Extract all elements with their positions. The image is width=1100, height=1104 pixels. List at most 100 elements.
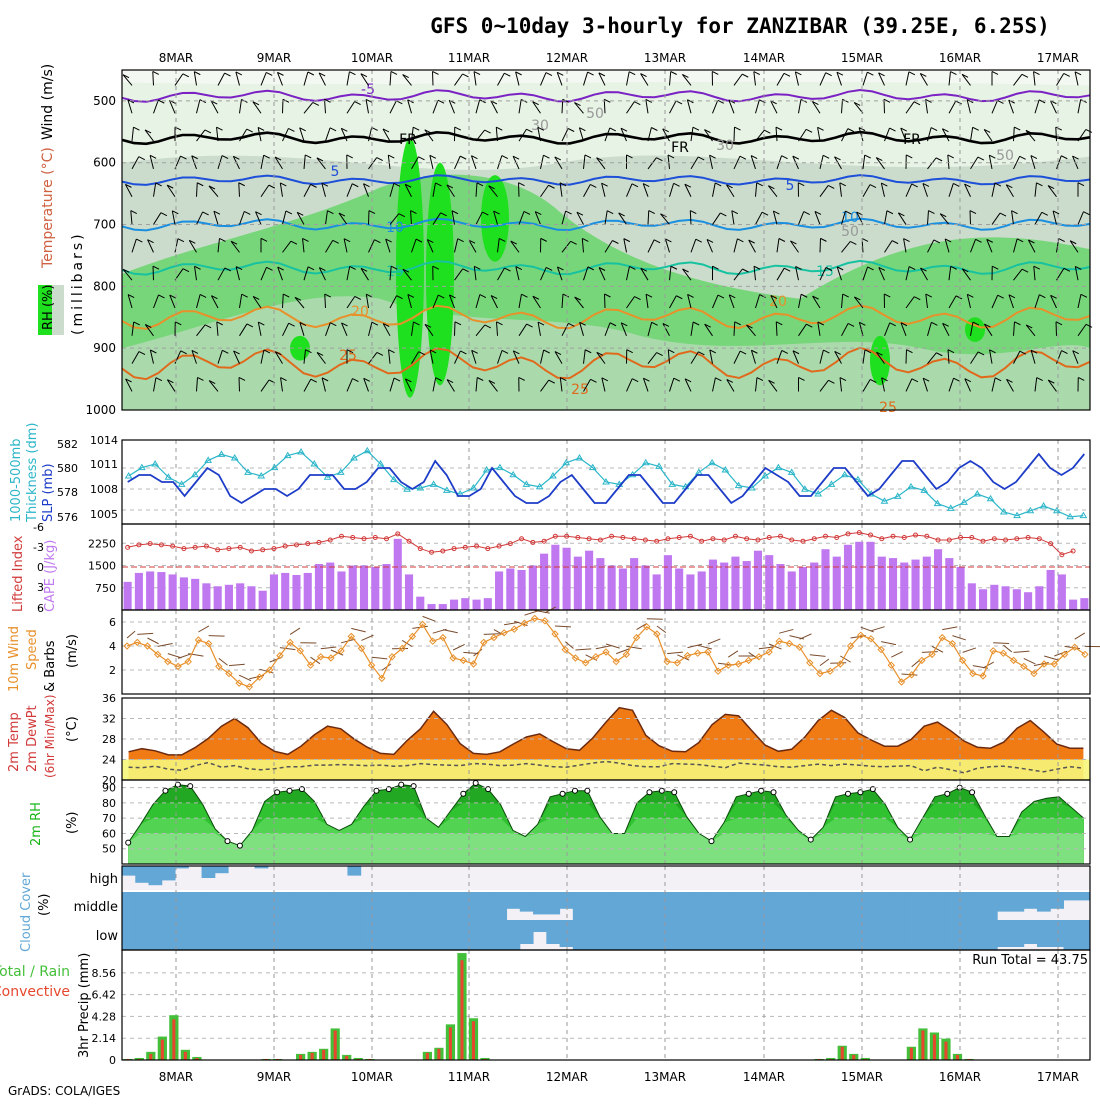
cloud-cell-middle [175,892,189,920]
precip-run-total: Run Total = 43.75 [972,953,1088,968]
temp-tick-label: 36 [102,692,116,705]
wind-barb-10m [229,664,245,665]
contour-label: 5 [786,178,795,194]
rh-point [746,791,751,796]
rh-axis-labels: 2m RH (%) [29,802,80,846]
cloud-cell-middle [573,892,587,920]
cape-bar [653,574,661,610]
cloud-cell-low [560,920,574,947]
cloud-cell-middle [825,892,839,920]
cape-bar [382,564,390,610]
cloud-cell-low [281,920,295,950]
cloud-cell-middle [626,892,640,920]
cloud-cell-middle [122,892,136,920]
cloud-cell-middle [785,892,799,920]
cape-bar [135,573,143,610]
upper-label-temp: Temperature (°C) [40,147,56,269]
cloud-cell-low [1063,920,1077,950]
cloud-level-label: low [96,929,119,944]
wind-speed-line [127,618,1085,686]
cloud-cell-middle [241,892,255,920]
wind-barb-10m [800,634,812,639]
temp-axis-labels: 2m Temp 2m DewPt (6hr Min/Max) (°C) [7,695,80,779]
cape-bar [641,566,649,610]
cloud-cell-middle [599,892,613,920]
footer-credit: GrADS: COLA/IGES [8,1084,120,1098]
cloud-cell-low [1037,920,1051,947]
precip-convective-bar [841,1047,844,1060]
cape-bar [630,558,638,610]
cape-bar [202,583,210,610]
wind-barb-10m [1024,658,1036,664]
cape-bar [810,563,818,610]
precip-convective-bar [299,1055,302,1060]
cloud-cell-middle [758,892,772,920]
cloud-cell-low [838,920,852,950]
rh-point [908,837,913,842]
cloud-cell-middle [480,892,494,920]
precip-convective-bar [460,960,463,1060]
date-label-top: 17MAR [1037,51,1079,65]
cloud-cell-middle [560,892,574,909]
cloud-cell-middle [440,892,454,920]
cape-bar [124,582,132,610]
cloud-cell-low [188,920,202,950]
temp-label-3: (6hr Min/Max) [43,695,57,779]
cape-bar [247,586,255,610]
cloud-cell-low [705,920,719,950]
cloud-cell-middle [971,892,985,920]
wind-label-1: 10m Wind [7,626,22,692]
slp-tick-label: 1011 [90,458,118,471]
cloud-cell-low [294,920,308,950]
contour-label: 25 [879,400,897,416]
cloud-cell-middle [812,892,826,920]
cape-tick-label: 750 [95,582,116,595]
wind-barb-10m [667,652,683,654]
rh-point [461,791,466,796]
cloud-cell-middle [732,892,746,920]
cape-bar [596,558,604,610]
cape-bar [563,548,571,610]
cape-bar [180,577,188,610]
precip-convective-bar [933,1035,936,1060]
precip-convective-bar [437,1049,440,1060]
cloud-cell-middle [891,892,905,920]
cloud-cell-low [533,920,547,932]
cape-bar [1080,598,1088,610]
contour-label: FR [399,132,417,148]
cloud-cell-middle [268,892,282,920]
cloud-cell-low [321,920,335,950]
rh-point [970,790,975,795]
temp-tick-label: 24 [102,754,116,767]
cloud-cell-middle [347,892,361,920]
cloud-cell-middle [679,892,693,920]
cloud-level-label: high [90,872,118,887]
cloud-cell-middle [1037,892,1051,912]
rh-point [486,787,491,792]
cape-bar [878,557,886,610]
cape-bar [484,598,492,610]
cloud-cell-middle [918,892,932,920]
contour-label: 15 [816,264,834,280]
cloud-cell-low [851,920,865,950]
cape-bar [934,549,942,610]
cloud-cell-low [918,920,932,950]
precip-label-total: Total / Rain [0,964,70,980]
cloud-cell-low [745,920,759,950]
rh-unit: (%) [65,812,80,835]
slp-tick-label: 1005 [90,508,118,521]
cape-bar [608,566,616,610]
cloud-cell-middle [705,892,719,920]
cloud-cell-middle [997,892,1011,912]
wind-barb-10m [321,647,337,649]
wind-barb-10m [820,659,829,666]
cape-bar [551,545,559,610]
cape-bar [529,566,537,610]
cloud-cell-low [904,920,918,950]
cloud-cell-high [149,866,163,885]
cloud-cell-low [414,920,428,950]
cape-bar [337,571,345,610]
cloud-cell-low [308,920,322,950]
